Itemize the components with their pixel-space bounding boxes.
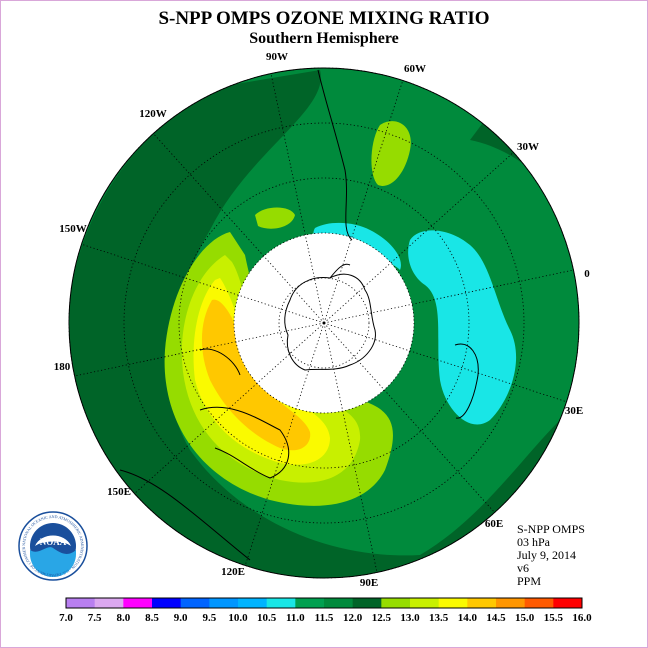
coastline-indonesia [119, 469, 251, 561]
longitude-label: 150E [107, 486, 131, 498]
ozone-field [69, 68, 579, 578]
colorbar-tick-label: 9.0 [174, 612, 188, 624]
meridian-line [323, 269, 574, 324]
info-product: S-NPP OMPS [517, 522, 585, 536]
colorbar-segment [180, 598, 210, 608]
colorbar-segment [438, 598, 468, 608]
latitude-ring-20 [123, 122, 525, 524]
page-title: S-NPP OMPS OZONE MIXING RATIO [158, 8, 490, 29]
field-orange [201, 299, 311, 451]
colorbar-tick-label: 11.5 [315, 612, 334, 624]
info-box: S-NPP OMPS 03 hPa July 9, 2014 v6 PPM [517, 523, 585, 588]
logo-water [30, 547, 76, 577]
longitude-labels: 90W 60W 30W 0 30E 60E 90E 120E 150E 180 150W 120W [54, 51, 591, 589]
colorbar-tick-label: 16.0 [572, 612, 592, 624]
longitude-label: 180 [54, 361, 71, 373]
longitude-label: 0 [584, 268, 590, 280]
colorbar: 7.0 7.5 8.0 8.5 9.0 9.5 10.0 10.5 11.0 11.5 12.0 12… [59, 597, 592, 624]
colorbar-segment [66, 598, 96, 608]
colorbar-segment [152, 598, 182, 608]
colorbar-segment [381, 598, 411, 608]
info-version: v6 [517, 561, 529, 575]
field-lime-patch-n [371, 121, 411, 186]
longitude-label: 90E [360, 577, 378, 589]
meridian-line [244, 322, 325, 566]
coastline-south-america [317, 69, 353, 241]
longitude-label: 90W [266, 51, 288, 63]
longitude-label: 150W [59, 223, 87, 235]
colorbar-tick-label: 13.5 [429, 612, 449, 624]
colorbar-segment [238, 598, 268, 608]
coastline-nz [199, 348, 241, 376]
colorbar-segment [467, 598, 497, 608]
info-level: 03 hPa [517, 535, 550, 549]
colorbar-outline [65, 597, 583, 609]
colorbar-tick-label: 15.5 [544, 612, 564, 624]
meridian-line [270, 73, 325, 324]
longitude-label: 120W [139, 108, 167, 120]
meridian-line [153, 133, 325, 324]
map-border [68, 67, 580, 579]
south-pole-marker [322, 321, 326, 325]
colorbar-tick-label: 8.0 [116, 612, 130, 624]
colorbar-tick-label: 12.0 [343, 612, 363, 624]
meridian-line [134, 322, 325, 494]
colorbar-segment [324, 598, 354, 608]
info-date: July 9, 2014 [517, 548, 577, 562]
meridian-lines [74, 73, 574, 573]
colorbar-tick-label: 10.5 [257, 612, 277, 624]
meridian-line [323, 80, 404, 324]
colorbar-segment [266, 598, 296, 608]
coastlines [119, 69, 479, 561]
meridian-line [323, 152, 514, 324]
noaa-logo: NOAA NATIONAL OCEANIC AND ATMOSPHERIC AD… [17, 510, 88, 581]
colorbar-segment [524, 598, 554, 608]
meridian-line [323, 322, 495, 513]
coastline-peninsula [329, 263, 351, 279]
coastline-antarctica [284, 273, 376, 371]
latitude-ring-40 [178, 177, 470, 469]
coastline-africa [454, 343, 479, 419]
meridian-line [323, 322, 567, 403]
colorbar-segment [410, 598, 440, 608]
longitude-label: 60W [404, 63, 426, 75]
colorbar-tick-label: 13.0 [400, 612, 420, 624]
latitude-ring-80 [278, 277, 370, 369]
logo-gull-icon [35, 535, 71, 546]
longitude-label: 30E [565, 405, 583, 417]
colorbar-tick-label: 15.0 [515, 612, 535, 624]
colorbar-tick-label: 7.0 [59, 612, 73, 624]
colorbar-segment [352, 598, 382, 608]
colorbar-segment [496, 598, 526, 608]
colorbar-segment [209, 598, 239, 608]
longitude-label: 120E [221, 566, 245, 578]
field-lime-patch-w [255, 207, 295, 229]
colorbar-tick-label: 8.5 [145, 612, 159, 624]
colorbar-segment [553, 598, 583, 608]
colorbar-segment [123, 598, 153, 608]
logo-wordmark: NOAA [40, 537, 67, 547]
field-dark-band [70, 70, 579, 578]
meridian-line [74, 322, 325, 377]
field-cyan-e [408, 230, 517, 425]
meridian-line [323, 322, 378, 573]
colorbar-segment [94, 598, 124, 608]
colorbar-tick-label: 9.5 [202, 612, 216, 624]
colorbar-tick-label: 14.0 [458, 612, 478, 624]
colorbar-tick-label: 10.0 [228, 612, 248, 624]
longitude-label: 30W [517, 141, 539, 153]
page-subtitle: Southern Hemisphere [249, 30, 399, 47]
colorbar-tick-label: 14.5 [486, 612, 506, 624]
colorbar-segment [295, 598, 325, 608]
colorbar-tick-label: 7.5 [88, 612, 102, 624]
colorbar-tick-label: 12.5 [372, 612, 392, 624]
longitude-label: 60E [485, 518, 503, 530]
latitude-ring-60 [233, 232, 415, 414]
colorbar-tick-label: 11.0 [286, 612, 305, 624]
coastline-australia [199, 406, 290, 479]
info-units: PPM [517, 574, 542, 588]
meridian-line [81, 243, 325, 324]
